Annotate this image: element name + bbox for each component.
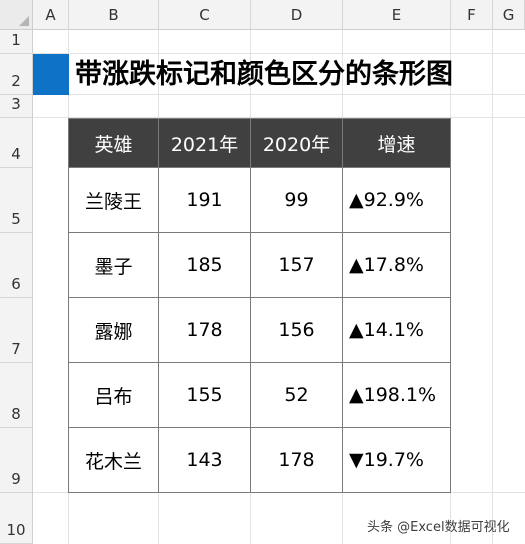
- cell-2021[interactable]: 191: [158, 167, 251, 233]
- cell-2020[interactable]: 156: [250, 297, 343, 363]
- row-header-2[interactable]: 2: [0, 54, 33, 95]
- watermark: 头条 @Excel数据可视化: [367, 520, 510, 535]
- cell-hero[interactable]: 墨子: [68, 232, 159, 298]
- row-header-3[interactable]: 3: [0, 95, 33, 118]
- cell-2020[interactable]: 99: [250, 167, 343, 233]
- table-row: 墨子 185 157 ▲17.8%: [68, 232, 451, 298]
- header-growth[interactable]: 增速: [342, 118, 451, 168]
- row-header-7[interactable]: 7: [0, 298, 33, 363]
- cell-hero[interactable]: 花木兰: [68, 427, 159, 493]
- gridline: [33, 117, 525, 118]
- column-header-g[interactable]: G: [493, 0, 525, 30]
- column-header-f[interactable]: F: [451, 0, 493, 30]
- row-header-5[interactable]: 5: [0, 168, 33, 233]
- cell-2021[interactable]: 185: [158, 232, 251, 298]
- select-all-corner[interactable]: [0, 0, 33, 30]
- table-row: 兰陵王 191 99 ▲92.9%: [68, 167, 451, 233]
- sheet-title: 带涨跌标记和颜色区分的条形图: [75, 59, 453, 90]
- gridline: [33, 53, 525, 54]
- table-row: 花木兰 143 178 ▼19.7%: [68, 427, 451, 493]
- cell-growth[interactable]: ▲17.8%: [342, 232, 451, 298]
- column-header-b[interactable]: B: [69, 0, 159, 30]
- cell-growth[interactable]: ▲198.1%: [342, 362, 451, 428]
- cell-growth[interactable]: ▼19.7%: [342, 427, 451, 493]
- cell-2020[interactable]: 157: [250, 232, 343, 298]
- column-header-a[interactable]: A: [33, 0, 69, 30]
- table-row: 露娜 178 156 ▲14.1%: [68, 297, 451, 363]
- gridline: [33, 94, 525, 95]
- cell-growth[interactable]: ▲92.9%: [342, 167, 451, 233]
- row-header-10[interactable]: 10: [0, 493, 33, 544]
- data-table: 英雄 2021年 2020年 增速 兰陵王 191 99 ▲92.9% 墨子 1…: [68, 118, 451, 493]
- cell-growth[interactable]: ▲14.1%: [342, 297, 451, 363]
- gridline: [492, 30, 493, 544]
- row-header-8[interactable]: 8: [0, 363, 33, 428]
- row-header-1[interactable]: 1: [0, 30, 33, 54]
- cell-2020[interactable]: 178: [250, 427, 343, 493]
- column-header-row: A B C D E F G: [0, 0, 525, 30]
- cell-hero[interactable]: 露娜: [68, 297, 159, 363]
- header-hero[interactable]: 英雄: [68, 118, 159, 168]
- cell-hero[interactable]: 兰陵王: [68, 167, 159, 233]
- cell-hero[interactable]: 吕布: [68, 362, 159, 428]
- table-row: 吕布 155 52 ▲198.1%: [68, 362, 451, 428]
- cell-2021[interactable]: 178: [158, 297, 251, 363]
- cell-2021[interactable]: 143: [158, 427, 251, 493]
- column-header-c[interactable]: C: [159, 0, 251, 30]
- cell-2021[interactable]: 155: [158, 362, 251, 428]
- column-header-d[interactable]: D: [251, 0, 343, 30]
- title-accent-bar: [33, 54, 69, 95]
- select-all-icon: [19, 16, 29, 26]
- column-header-e[interactable]: E: [343, 0, 451, 30]
- row-header-9[interactable]: 9: [0, 428, 33, 493]
- header-2020[interactable]: 2020年: [250, 118, 343, 168]
- row-header-6[interactable]: 6: [0, 233, 33, 298]
- cell-2020[interactable]: 52: [250, 362, 343, 428]
- header-2021[interactable]: 2021年: [158, 118, 251, 168]
- row-header-4[interactable]: 4: [0, 118, 33, 168]
- table-header-row: 英雄 2021年 2020年 增速: [68, 118, 451, 168]
